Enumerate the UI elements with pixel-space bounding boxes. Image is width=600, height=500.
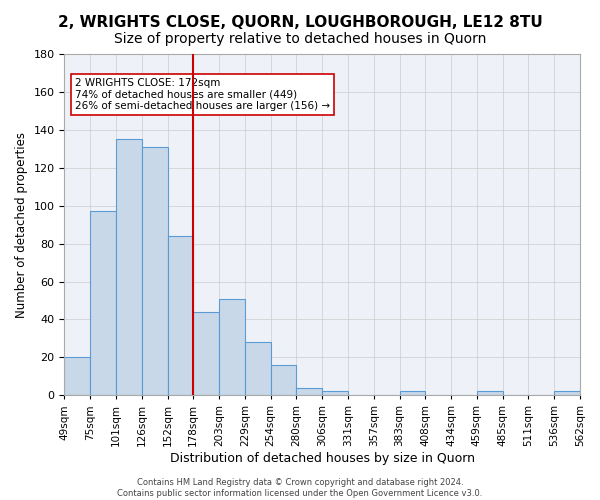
Bar — [193, 312, 219, 396]
Y-axis label: Number of detached properties: Number of detached properties — [15, 132, 28, 318]
Bar — [219, 298, 245, 396]
Text: 2 WRIGHTS CLOSE: 172sqm
74% of detached houses are smaller (449)
26% of semi-det: 2 WRIGHTS CLOSE: 172sqm 74% of detached … — [75, 78, 330, 111]
Bar — [90, 212, 116, 396]
X-axis label: Distribution of detached houses by size in Quorn: Distribution of detached houses by size … — [170, 452, 475, 465]
Bar — [271, 365, 296, 396]
Text: Size of property relative to detached houses in Quorn: Size of property relative to detached ho… — [114, 32, 486, 46]
Text: 2, WRIGHTS CLOSE, QUORN, LOUGHBOROUGH, LE12 8TU: 2, WRIGHTS CLOSE, QUORN, LOUGHBOROUGH, L… — [58, 15, 542, 30]
Bar — [142, 147, 167, 396]
Bar — [245, 342, 271, 396]
Bar — [116, 140, 142, 396]
Bar — [400, 392, 425, 396]
Bar — [64, 358, 90, 396]
Bar — [167, 236, 193, 396]
Bar — [554, 392, 580, 396]
Text: Contains HM Land Registry data © Crown copyright and database right 2024.
Contai: Contains HM Land Registry data © Crown c… — [118, 478, 482, 498]
Bar — [322, 392, 348, 396]
Bar — [296, 388, 322, 396]
Bar — [477, 392, 503, 396]
